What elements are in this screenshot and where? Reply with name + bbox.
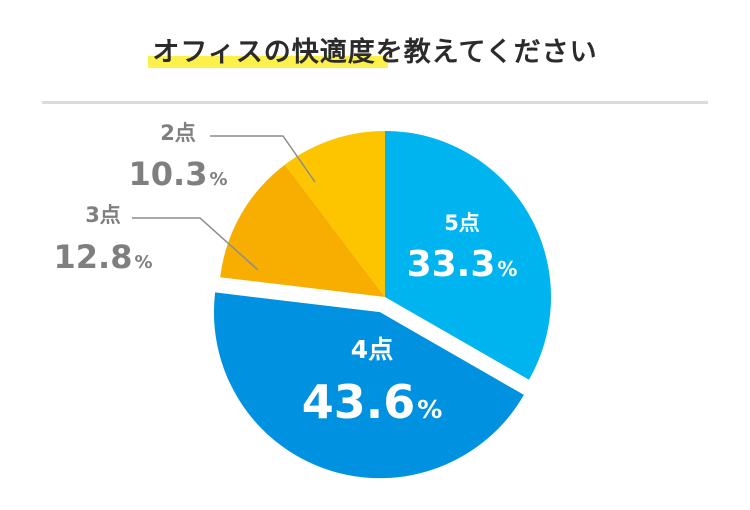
chart-title-text: オフィスの快適度を教えてください	[152, 37, 598, 68]
pie-slice-3	[220, 164, 385, 297]
slice-value-2: 43.6%	[302, 375, 443, 429]
title-divider	[42, 101, 708, 104]
slice-value-3: 12.8%	[54, 238, 153, 276]
slice-label-2: 4点	[351, 335, 393, 364]
slice-value-percent-2: %	[417, 395, 442, 424]
leader-line-4	[210, 135, 316, 183]
slice-label-1: 5点	[444, 211, 480, 235]
chart-title: オフィスの快適度を教えてください	[148, 30, 599, 69]
slice-value-number-3: 12.8	[54, 238, 133, 276]
pie-slices	[213, 131, 551, 479]
pie-slice-2	[213, 292, 524, 479]
title-highlight	[148, 56, 389, 68]
slice-value-number-4: 10.3	[129, 155, 208, 193]
slice-label-4: 2点	[160, 121, 196, 145]
slice-value-number-1: 33.3	[407, 244, 496, 285]
leader-line-3	[132, 217, 259, 271]
chart-title-container: オフィスの快適度を教えてください	[0, 30, 750, 69]
slice-value-percent-1: %	[497, 257, 517, 281]
slice-value-1: 33.3%	[407, 244, 518, 285]
pie-slice-1	[385, 131, 551, 380]
slice-value-percent-4: %	[209, 169, 227, 190]
slice-label-3: 3点	[85, 203, 121, 227]
slice-value-percent-3: %	[134, 252, 152, 273]
slice-value-4: 10.3%	[129, 155, 228, 193]
slice-value-number-2: 43.6	[302, 375, 416, 429]
pie-slice-4	[284, 131, 385, 297]
